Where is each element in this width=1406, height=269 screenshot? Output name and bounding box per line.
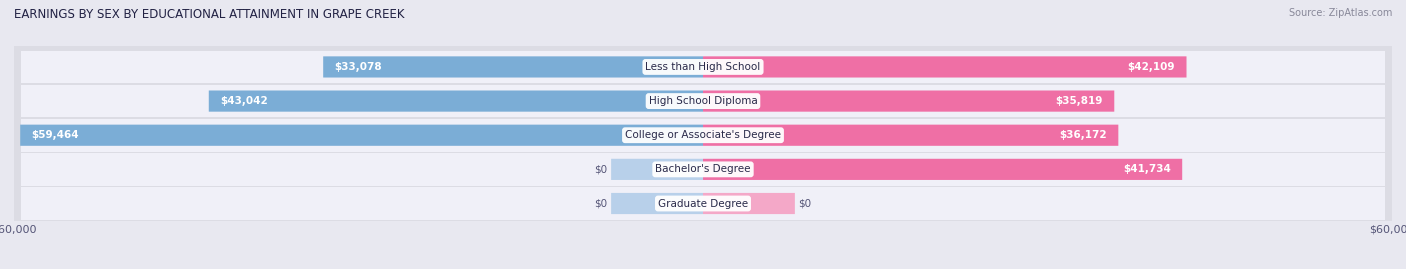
Text: $41,734: $41,734 — [1123, 164, 1171, 174]
Bar — [14, 80, 1392, 122]
FancyBboxPatch shape — [703, 125, 1118, 146]
Text: Graduate Degree: Graduate Degree — [658, 199, 748, 208]
Text: $59,464: $59,464 — [32, 130, 79, 140]
Text: College or Associate's Degree: College or Associate's Degree — [626, 130, 780, 140]
Text: $33,078: $33,078 — [335, 62, 382, 72]
Text: Source: ZipAtlas.com: Source: ZipAtlas.com — [1288, 8, 1392, 18]
FancyBboxPatch shape — [703, 90, 1115, 112]
Text: Bachelor's Degree: Bachelor's Degree — [655, 164, 751, 174]
Bar — [21, 119, 1385, 152]
Text: $0: $0 — [595, 164, 607, 174]
FancyBboxPatch shape — [703, 193, 794, 214]
Text: EARNINGS BY SEX BY EDUCATIONAL ATTAINMENT IN GRAPE CREEK: EARNINGS BY SEX BY EDUCATIONAL ATTAINMEN… — [14, 8, 405, 21]
Bar — [21, 85, 1385, 118]
Text: $35,819: $35,819 — [1056, 96, 1102, 106]
Bar — [14, 46, 1392, 88]
Bar — [14, 114, 1392, 156]
Bar — [14, 182, 1392, 225]
FancyBboxPatch shape — [612, 159, 703, 180]
Text: Less than High School: Less than High School — [645, 62, 761, 72]
FancyBboxPatch shape — [612, 193, 703, 214]
Bar — [14, 148, 1392, 190]
Text: $43,042: $43,042 — [221, 96, 269, 106]
Bar — [21, 187, 1385, 220]
Bar — [21, 153, 1385, 186]
Text: High School Diploma: High School Diploma — [648, 96, 758, 106]
Text: $36,172: $36,172 — [1059, 130, 1107, 140]
FancyBboxPatch shape — [208, 90, 703, 112]
FancyBboxPatch shape — [703, 56, 1187, 77]
Text: $42,109: $42,109 — [1128, 62, 1175, 72]
Bar — [21, 51, 1385, 83]
FancyBboxPatch shape — [323, 56, 703, 77]
Text: $0: $0 — [595, 199, 607, 208]
FancyBboxPatch shape — [20, 125, 703, 146]
Text: $0: $0 — [799, 199, 811, 208]
FancyBboxPatch shape — [703, 159, 1182, 180]
